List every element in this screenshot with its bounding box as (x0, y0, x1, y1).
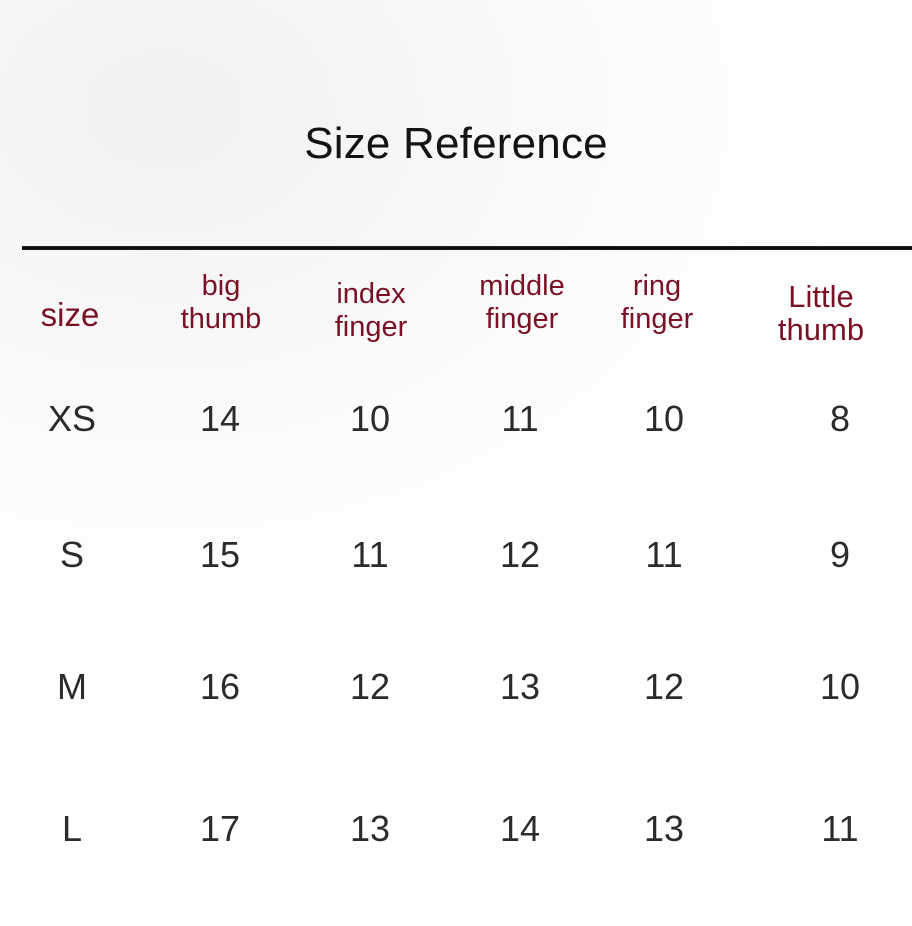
cell-index-finger: 12 (349, 666, 391, 707)
cell-little-thumb: 11 (821, 808, 859, 849)
cell-middle-finger: 12 (499, 534, 541, 575)
cell-size: M (57, 666, 87, 707)
cell-little-thumb: 8 (829, 398, 851, 439)
cell-middle-finger: 11 (501, 398, 539, 439)
size-reference-table: size big thumb index finger middle finge… (0, 258, 912, 898)
table-row: S 15 11 12 11 9 (0, 504, 912, 642)
column-header-middle-finger: middle finger (479, 270, 565, 335)
cell-ring-finger: 13 (643, 808, 685, 849)
table-body: XS 14 10 11 10 8 S 15 11 12 11 9 M 16 12… (0, 366, 912, 926)
column-header-big-thumb: big thumb (180, 270, 262, 335)
cell-ring-finger: 12 (643, 666, 685, 707)
column-header-ring-finger: ring finger (620, 270, 694, 335)
cell-big-thumb: 16 (199, 666, 241, 707)
cell-middle-finger: 13 (499, 666, 541, 707)
table-row: XS 14 10 11 10 8 (0, 366, 912, 504)
page-title-text: Size Reference (304, 119, 608, 168)
table-header-row: size big thumb index finger middle finge… (0, 258, 912, 366)
cell-big-thumb: 14 (199, 398, 241, 439)
cell-little-thumb: 9 (829, 534, 851, 575)
cell-big-thumb: 15 (199, 534, 241, 575)
page-title: Size Reference (0, 118, 912, 170)
cell-size: XS (47, 398, 97, 439)
cell-big-thumb: 17 (199, 808, 241, 849)
cell-size: L (61, 808, 83, 849)
cell-little-thumb: 10 (819, 666, 861, 707)
cell-index-finger: 11 (351, 534, 389, 575)
table-row: M 16 12 13 12 10 (0, 642, 912, 780)
cell-middle-finger: 14 (499, 808, 541, 849)
header-divider (22, 246, 912, 250)
cell-ring-finger: 10 (643, 398, 685, 439)
cell-ring-finger: 11 (645, 534, 683, 575)
cell-index-finger: 13 (349, 808, 391, 849)
column-header-size: size (40, 296, 100, 333)
column-header-index-finger: index finger (334, 278, 408, 343)
table-row: L 17 13 14 13 11 (0, 780, 912, 926)
column-header-little-thumb: Little thumb (777, 279, 865, 347)
cell-index-finger: 10 (349, 398, 391, 439)
cell-size: S (59, 534, 84, 575)
